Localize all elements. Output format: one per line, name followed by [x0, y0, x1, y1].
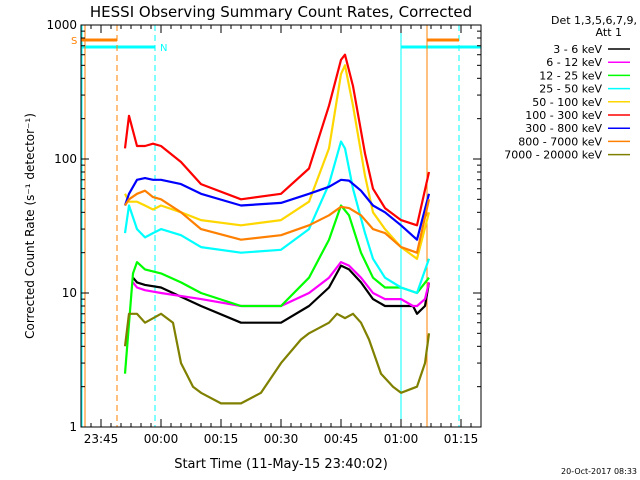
legend-label: 12 - 25 keV	[539, 69, 602, 82]
chart-title: HESSI Observing Summary Count Rates, Cor…	[90, 3, 472, 21]
legend-label: 800 - 7000 keV	[518, 135, 602, 148]
observing-markers: SN	[71, 25, 481, 427]
series-lines	[123, 53, 431, 405]
legend-label: 50 - 100 keV	[532, 96, 602, 109]
y-axis-ticks: 1 10 100 1000	[46, 18, 481, 434]
x-tick-label: 00:00	[144, 432, 179, 446]
series-line	[123, 140, 431, 295]
legend-header: Att 1	[596, 26, 622, 39]
series-line	[124, 64, 431, 260]
legend-label: 100 - 300 keV	[525, 109, 602, 122]
legend-label: 7000 - 20000 keV	[504, 149, 602, 162]
legend-label: 6 - 12 keV	[546, 56, 602, 69]
x-tick-label: 01:15	[444, 432, 479, 446]
series-line	[123, 177, 431, 241]
series-line	[124, 189, 431, 254]
x-axis-label: Start Time (11-May-15 23:40:02)	[174, 457, 388, 472]
y-axis-label: Corrected Count Rate (s⁻¹ detector⁻¹)	[23, 113, 37, 339]
series-line	[123, 204, 430, 374]
legend-label: 300 - 800 keV	[525, 122, 602, 135]
legend-header: Det 1,3,5,6,7,9,	[551, 14, 637, 27]
night-marker-label: N	[160, 43, 167, 54]
x-tick-label: 00:15	[204, 432, 239, 446]
x-tick-label: 01:00	[384, 432, 419, 446]
y-tick-label: 100	[54, 152, 77, 166]
footer-timestamp: 20-Oct-2017 08:33	[561, 467, 637, 476]
series-line	[132, 261, 431, 308]
saa-marker-label: S	[71, 36, 77, 47]
x-axis-ticks: 23:45 00:00 00:15 00:30 00:45 01:00 01:15	[80, 25, 482, 446]
x-tick-label: 00:45	[324, 432, 359, 446]
series-line	[132, 264, 431, 324]
y-tick-label: 1	[69, 420, 77, 434]
x-tick-label: 00:30	[264, 432, 299, 446]
series-line	[123, 53, 431, 227]
y-tick-label: 10	[62, 286, 77, 300]
y-tick-label: 1000	[46, 18, 77, 32]
legend-label: 3 - 6 keV	[553, 43, 602, 56]
series-line	[123, 312, 431, 405]
x-tick-label: 23:45	[84, 432, 119, 446]
legend-label: 25 - 50 keV	[539, 83, 602, 96]
